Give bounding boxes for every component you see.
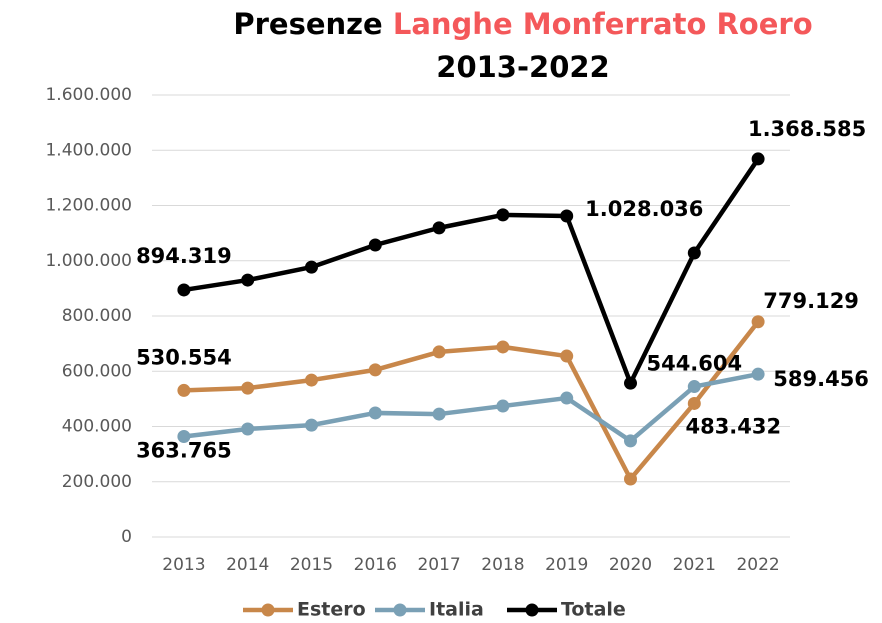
chart-subtitle: 2013-2022 bbox=[436, 50, 609, 84]
point bbox=[368, 406, 382, 420]
data-label: 530.554 bbox=[136, 345, 232, 369]
legend-label: Italia bbox=[429, 599, 484, 621]
point bbox=[432, 345, 446, 359]
point bbox=[751, 315, 765, 329]
point bbox=[624, 434, 637, 448]
point bbox=[687, 246, 701, 260]
point bbox=[560, 391, 574, 405]
legend-marker bbox=[393, 603, 407, 617]
point bbox=[241, 381, 255, 395]
point bbox=[560, 209, 574, 223]
point bbox=[751, 152, 765, 166]
point bbox=[496, 208, 510, 222]
title-part: Presenze bbox=[233, 7, 382, 41]
x-tick-label: 2018 bbox=[481, 555, 524, 575]
x-tick-label: 2022 bbox=[736, 555, 779, 575]
point bbox=[624, 376, 637, 390]
legend-label: Estero bbox=[297, 599, 366, 621]
point bbox=[624, 472, 637, 486]
title-highlight: Langhe Monferrato Roero bbox=[393, 7, 813, 41]
point bbox=[368, 238, 382, 252]
point bbox=[241, 273, 255, 287]
series-line bbox=[183, 371, 759, 444]
data-label: 483.432 bbox=[685, 414, 781, 438]
data-label: 363.765 bbox=[136, 439, 232, 463]
series-line bbox=[183, 157, 760, 386]
point bbox=[241, 422, 255, 436]
point bbox=[177, 383, 191, 397]
y-tick-label: 600.000 bbox=[62, 361, 132, 381]
x-tick-label: 2021 bbox=[673, 555, 716, 575]
point bbox=[177, 283, 191, 297]
point bbox=[368, 363, 382, 377]
y-tick-label: 1.000.000 bbox=[45, 251, 132, 271]
x-tick-label: 2016 bbox=[354, 555, 397, 575]
data-label: 779.129 bbox=[763, 289, 859, 313]
y-tick-label: 200.000 bbox=[62, 472, 132, 492]
x-tick-label: 2020 bbox=[609, 555, 652, 575]
data-label: 544.604 bbox=[646, 352, 742, 376]
series-line bbox=[183, 320, 760, 482]
point bbox=[687, 380, 701, 394]
legend-label: Totale bbox=[561, 599, 626, 621]
point bbox=[432, 221, 446, 235]
y-tick-label: 1.400.000 bbox=[45, 140, 132, 160]
data-label: 894.319 bbox=[136, 244, 232, 268]
x-tick-label: 2014 bbox=[226, 555, 269, 575]
data-label: 589.456 bbox=[773, 367, 869, 391]
point bbox=[496, 399, 510, 413]
point bbox=[432, 407, 446, 421]
x-tick-label: 2019 bbox=[545, 555, 588, 575]
legend: Estero Italia Totale bbox=[243, 599, 626, 621]
x-tick-label: 2017 bbox=[417, 555, 460, 575]
point bbox=[305, 260, 318, 274]
point bbox=[751, 367, 765, 381]
data-label: 1.368.585 bbox=[748, 117, 866, 141]
point bbox=[496, 340, 510, 354]
point bbox=[687, 396, 701, 410]
legend-marker bbox=[525, 603, 539, 617]
y-tick-label: 0 bbox=[121, 527, 132, 547]
y-tick-label: 800.000 bbox=[62, 306, 132, 326]
point bbox=[560, 349, 574, 363]
y-tick-label: 400.000 bbox=[62, 417, 132, 437]
legend-marker bbox=[261, 603, 275, 617]
point bbox=[177, 430, 191, 444]
chart-title: Presenze Langhe Monferrato Roero bbox=[233, 7, 812, 41]
x-tick-label: 2015 bbox=[290, 555, 333, 575]
data-label: 1.028.036 bbox=[585, 197, 703, 221]
y-tick-label: 1.600.000 bbox=[45, 85, 132, 105]
y-tick-label: 1.200.000 bbox=[45, 196, 132, 216]
point bbox=[305, 373, 318, 387]
point bbox=[305, 418, 318, 432]
x-tick-label: 2013 bbox=[162, 555, 205, 575]
